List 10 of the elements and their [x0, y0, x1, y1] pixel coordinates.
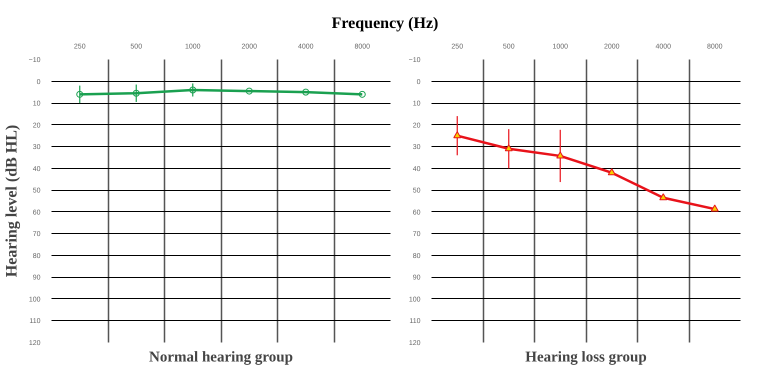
point — [556, 151, 564, 158]
x-axis-title: Frequency (Hz) — [332, 14, 438, 34]
point — [504, 144, 513, 152]
point — [659, 193, 668, 200]
y-axis-title: Hearing level (dB HL) — [4, 124, 21, 278]
point — [710, 204, 719, 212]
point — [608, 168, 616, 176]
text: Normal hearing group — [149, 350, 293, 366]
text: Hearing loss group — [525, 350, 647, 366]
point — [453, 131, 462, 138]
